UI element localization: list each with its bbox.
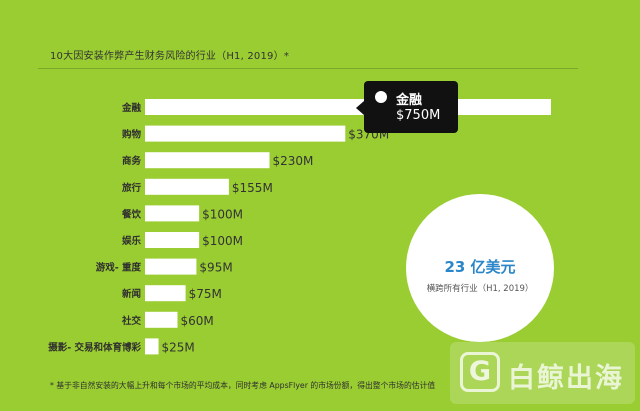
summary-caption: 横跨所有行业（H1, 2019） (426, 284, 534, 294)
bar[interactable] (145, 178, 229, 195)
category-label: 社交 (121, 315, 142, 327)
bar[interactable] (145, 285, 186, 302)
category-label: 购物 (122, 129, 142, 141)
value-label: $155M (232, 181, 273, 195)
value-label: $75M (189, 287, 222, 301)
category-label: 娱乐 (122, 235, 142, 247)
category-label: 新闻 (122, 288, 141, 300)
g-logo-icon: G (460, 352, 500, 392)
category-label: 摄影- 交易和体育博彩 (48, 341, 141, 353)
value-label: $230M (273, 154, 314, 168)
summary-total: 23 亿美元 (444, 258, 516, 276)
watermark: G 白鲸出海 (450, 342, 635, 404)
title-divider (38, 68, 578, 69)
tooltip-dot-icon (375, 91, 387, 103)
footnote: * 基于非自然安装的大幅上升和每个市场的平均成本，同时考虑 AppsFlyer … (50, 381, 436, 390)
category-label: 商务 (122, 155, 142, 167)
summary-circle: 23 亿美元 横跨所有行业（H1, 2019） (406, 194, 554, 342)
value-label: $25M (162, 340, 195, 354)
bar[interactable] (145, 338, 159, 355)
bar[interactable] (145, 205, 200, 222)
category-label: 旅行 (122, 182, 142, 194)
tooltip-label: 金融 (396, 93, 423, 108)
category-label: 餐饮 (121, 208, 142, 220)
bar[interactable] (145, 311, 178, 328)
category-label: 游戏- 重度 (96, 262, 142, 274)
value-label: $60M (180, 314, 213, 328)
tooltip-value: $750M (396, 108, 441, 123)
tooltip: 金融 $750M (356, 81, 458, 133)
watermark-text: 白鲸出海 (508, 363, 624, 394)
category-label: 金融 (121, 102, 142, 114)
bar[interactable] (145, 125, 346, 142)
bar[interactable] (145, 258, 197, 275)
chart-title: 10大因安装作弊产生财务风险的行业（H1, 2019）* (50, 51, 290, 62)
bar[interactable] (145, 232, 200, 248)
value-label: $100M (202, 234, 243, 248)
bar[interactable] (145, 99, 551, 115)
bar[interactable] (145, 152, 270, 169)
value-label: $95M (199, 261, 232, 275)
value-label: $100M (202, 207, 243, 221)
